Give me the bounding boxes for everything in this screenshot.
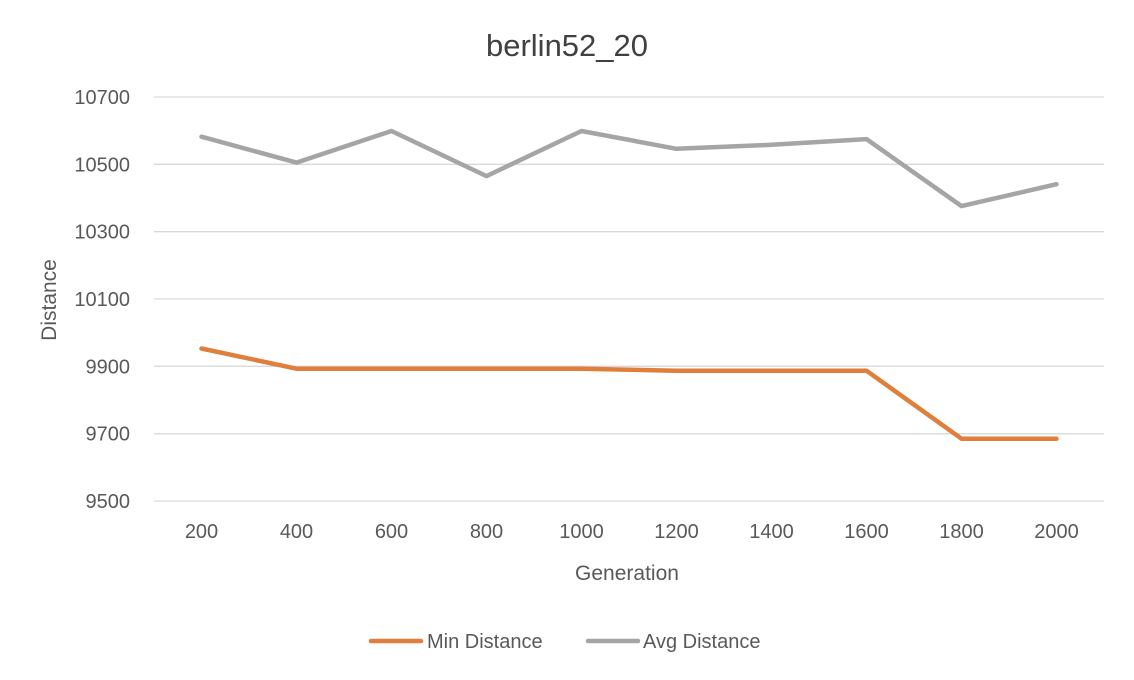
legend-label-avg-distance: Avg Distance — [643, 631, 760, 653]
x-tick-label: 1000 — [559, 521, 604, 543]
y-axis-title: Distance — [38, 259, 61, 341]
y-tick-label: 10500 — [74, 154, 130, 176]
x-axis-ticks: 200 400 600 800 1000 1200 1400 1600 1800 2000 — [185, 521, 1079, 543]
y-tick-label: 10700 — [74, 87, 130, 109]
series-line-min-distance — [199, 346, 1059, 441]
gridlines — [154, 96, 1104, 502]
y-tick-label: 9900 — [86, 356, 131, 378]
legend-label-min-distance: Min Distance — [427, 631, 543, 653]
y-tick-label: 10100 — [74, 289, 130, 311]
series-line-avg-distance — [199, 128, 1059, 209]
legend: Min Distance Avg Distance — [368, 631, 760, 653]
x-tick-label: 800 — [470, 521, 503, 543]
x-tick-label: 400 — [280, 521, 313, 543]
x-tick-label: 1800 — [939, 521, 984, 543]
y-tick-label: 10300 — [74, 222, 130, 244]
x-tick-label: 200 — [185, 521, 218, 543]
series-lines — [199, 128, 1059, 441]
y-axis-ticks: 9500 9700 9900 10100 10300 10500 10700 — [74, 87, 130, 513]
y-tick-label: 9500 — [86, 491, 131, 513]
chart-title: berlin52_20 — [486, 28, 648, 63]
x-tick-label: 1600 — [844, 521, 889, 543]
x-tick-label: 2000 — [1034, 521, 1079, 543]
y-tick-label: 9700 — [86, 424, 131, 446]
x-tick-label: 1200 — [654, 521, 699, 543]
x-tick-label: 600 — [375, 521, 408, 543]
x-tick-label: 1400 — [749, 521, 794, 543]
x-axis-title: Generation — [575, 562, 679, 585]
